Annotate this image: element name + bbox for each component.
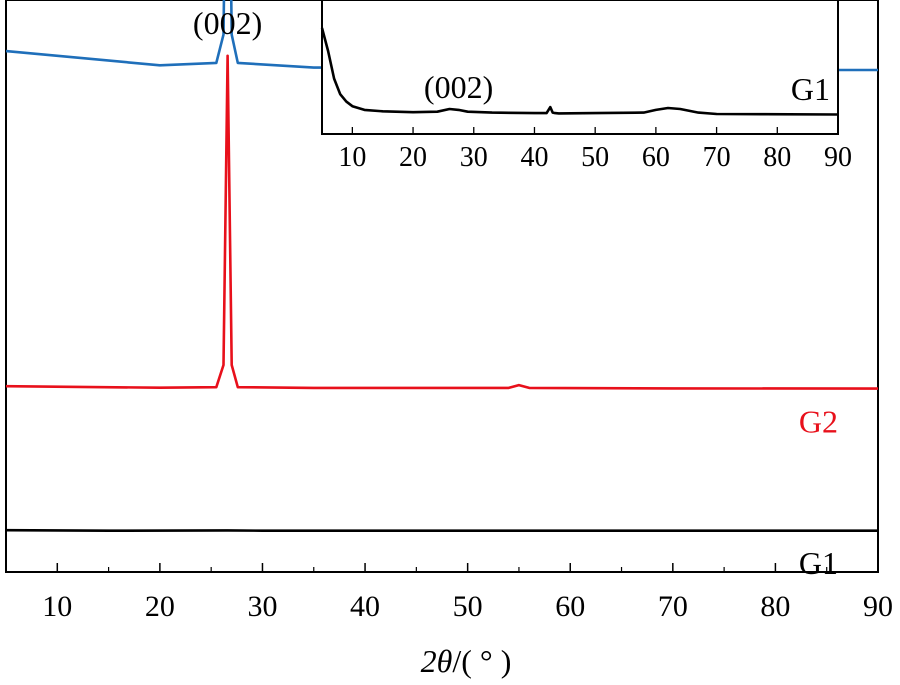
series-line-g2 xyxy=(5,54,879,390)
peak-annotation-002: (002) xyxy=(193,5,262,41)
inset-x-tick-label: 20 xyxy=(399,142,427,173)
x-tick-label: 30 xyxy=(247,590,277,623)
inset-x-tick-label: 60 xyxy=(642,142,670,173)
x-tick-label: 60 xyxy=(555,590,585,623)
series-line-g1 xyxy=(5,528,878,533)
x-axis-label-suffix: /( ° ) xyxy=(452,643,511,679)
x-axis-label: 2θ/( ° ) xyxy=(421,643,512,679)
inset-x-tick-label: 40 xyxy=(520,142,548,173)
x-tick-label: 10 xyxy=(42,590,72,623)
x-tick-label: 70 xyxy=(658,590,688,623)
x-tick-label: 20 xyxy=(145,590,175,623)
inset-series-label-g1: G1 xyxy=(791,71,830,107)
x-tick-label: 80 xyxy=(760,590,790,623)
x-axis-label-prefix: 2 xyxy=(421,643,437,679)
inset-peak-annotation-002: (002) xyxy=(424,69,493,105)
inset-x-tick-label: 10 xyxy=(338,142,366,173)
inset-x-tick-label: 80 xyxy=(763,142,791,173)
main-plot-frame xyxy=(5,0,879,573)
x-tick-label: 40 xyxy=(350,590,380,623)
inset-plot: 10 20 30 40 50 60 70 80 90 G1 (002) xyxy=(320,0,852,173)
inset-series-line-g1 xyxy=(320,27,839,116)
inset-x-tick-label: 50 xyxy=(581,142,609,173)
series-label-g1: G1 xyxy=(799,545,838,581)
inset-x-tick-label: 90 xyxy=(824,142,852,173)
inset-x-tick-label: 70 xyxy=(703,142,731,173)
inset-x-tick-label: 30 xyxy=(460,142,488,173)
x-tick-label: 50 xyxy=(453,590,483,623)
x-tick-label: 90 xyxy=(863,590,893,623)
series-label-g2: G2 xyxy=(799,404,838,440)
x-axis-label-theta: θ xyxy=(437,643,453,679)
